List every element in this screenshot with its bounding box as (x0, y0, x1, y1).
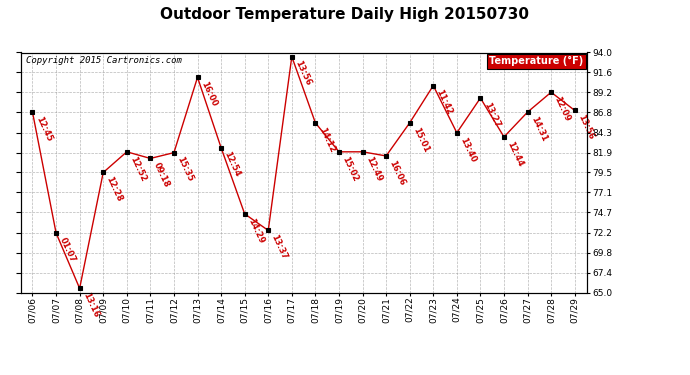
Text: 13:40: 13:40 (458, 135, 477, 164)
Text: 14:31: 14:31 (529, 115, 549, 143)
Text: 12:52: 12:52 (128, 154, 148, 183)
Text: 09:18: 09:18 (152, 161, 171, 189)
Text: 12:44: 12:44 (505, 140, 525, 168)
Text: Outdoor Temperature Daily High 20150730: Outdoor Temperature Daily High 20150730 (161, 8, 529, 22)
Text: 15:02: 15:02 (340, 154, 359, 183)
Text: 13:16: 13:16 (81, 291, 101, 319)
Text: 11:42: 11:42 (435, 88, 454, 117)
Text: 15:01: 15:01 (411, 126, 431, 154)
Text: 12:49: 12:49 (364, 154, 384, 183)
Text: 12:09: 12:09 (553, 95, 572, 123)
Text: Temperature (°F): Temperature (°F) (489, 56, 584, 66)
Text: 01:07: 01:07 (57, 236, 77, 264)
Text: 12:45: 12:45 (34, 115, 53, 143)
Text: 15:35: 15:35 (175, 155, 195, 183)
Text: 14:12: 14:12 (317, 126, 336, 154)
Text: 14:29: 14:29 (246, 217, 266, 245)
Text: 13:37: 13:37 (270, 233, 289, 261)
Text: 16:06: 16:06 (388, 159, 407, 187)
Text: 13:56: 13:56 (293, 59, 313, 87)
Text: Copyright 2015 Cartronics.com: Copyright 2015 Cartronics.com (26, 56, 182, 65)
Text: 12:28: 12:28 (105, 175, 124, 203)
Text: 12:54: 12:54 (222, 150, 242, 178)
Text: 13:27: 13:27 (482, 101, 501, 129)
Text: 13:56: 13:56 (576, 113, 595, 141)
Text: 16:00: 16:00 (199, 80, 218, 108)
